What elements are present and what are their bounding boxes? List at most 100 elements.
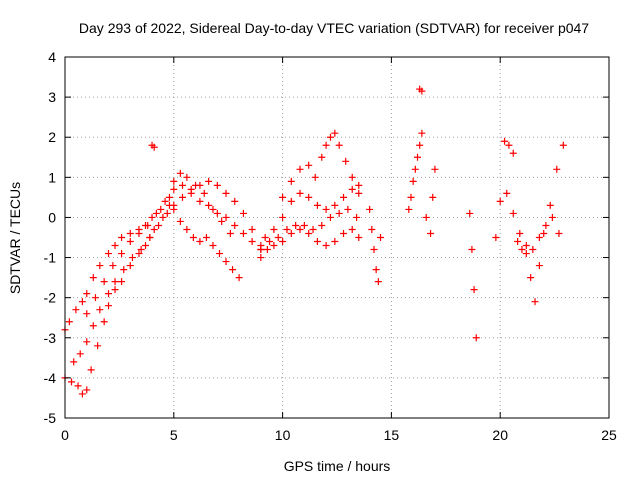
data-point xyxy=(366,205,374,213)
data-point xyxy=(179,193,187,201)
data-point xyxy=(148,213,156,221)
data-point xyxy=(431,165,439,173)
data-point xyxy=(372,266,380,274)
data-point xyxy=(468,246,476,254)
data-point xyxy=(529,246,537,254)
data-point xyxy=(83,290,91,298)
data-point xyxy=(72,306,80,314)
data-point xyxy=(170,201,178,209)
y-axis-label: SDTVAR / TECUs xyxy=(7,182,23,294)
data-point xyxy=(83,338,91,346)
y-tick-label: 1 xyxy=(48,169,56,185)
x-tick-label: 25 xyxy=(601,427,617,443)
data-point xyxy=(239,229,247,237)
data-point xyxy=(150,225,158,233)
data-point xyxy=(176,217,184,225)
data-point xyxy=(229,266,237,274)
data-point xyxy=(340,229,348,237)
data-point xyxy=(522,250,530,258)
data-point xyxy=(161,197,169,205)
data-point xyxy=(146,234,154,241)
y-tick-label: -4 xyxy=(44,370,57,386)
data-point xyxy=(144,221,152,229)
x-tick-label: 10 xyxy=(275,427,291,443)
data-point xyxy=(287,229,295,237)
data-point xyxy=(263,246,271,254)
data-point xyxy=(509,209,517,217)
data-point xyxy=(89,274,97,282)
data-point xyxy=(505,141,513,149)
y-tick-label: -5 xyxy=(44,410,57,426)
data-point xyxy=(416,141,424,149)
data-point xyxy=(226,229,234,237)
data-point xyxy=(411,165,419,173)
data-point xyxy=(222,213,230,221)
data-point xyxy=(231,197,239,205)
data-point xyxy=(322,205,330,213)
data-point xyxy=(331,238,339,246)
data-point xyxy=(257,246,265,254)
data-point xyxy=(68,378,76,386)
data-point xyxy=(183,173,191,181)
series-track-4 xyxy=(83,169,234,318)
data-point xyxy=(218,217,226,225)
y-tick-label: 4 xyxy=(48,49,56,65)
data-point xyxy=(89,322,97,330)
data-point xyxy=(414,153,422,161)
data-point xyxy=(535,262,543,270)
data-point xyxy=(83,386,91,394)
data-point xyxy=(165,193,173,201)
data-point xyxy=(344,205,352,213)
data-point xyxy=(542,221,550,229)
data-point xyxy=(105,250,113,258)
data-point xyxy=(340,193,348,201)
data-point xyxy=(266,238,274,246)
data-point xyxy=(296,189,304,197)
data-point xyxy=(111,278,119,286)
data-point xyxy=(248,238,256,246)
data-point xyxy=(176,169,184,177)
data-point xyxy=(318,221,326,229)
data-point xyxy=(187,185,195,193)
y-tick-label: 0 xyxy=(48,209,56,225)
data-point xyxy=(322,141,330,149)
data-point xyxy=(126,229,134,237)
data-point xyxy=(205,177,213,185)
data-point xyxy=(546,201,554,209)
data-point xyxy=(279,238,287,246)
data-point xyxy=(509,149,517,157)
series-track-14 xyxy=(148,85,426,151)
x-tick-label: 5 xyxy=(170,427,178,443)
data-point xyxy=(183,225,191,233)
chart-title: Day 293 of 2022, Sidereal Day-to-day VTE… xyxy=(79,20,589,36)
data-point xyxy=(503,189,511,197)
series-track-6 xyxy=(257,205,361,254)
data-point xyxy=(100,278,108,286)
series-track-9 xyxy=(366,205,385,286)
data-point xyxy=(335,209,343,217)
data-point xyxy=(296,165,304,173)
y-tick-label: -3 xyxy=(44,330,57,346)
data-point xyxy=(335,141,343,149)
data-point xyxy=(470,286,478,294)
data-point xyxy=(65,318,73,326)
data-point xyxy=(300,221,308,229)
data-point xyxy=(331,201,339,209)
series-track-11 xyxy=(466,209,480,342)
y-tick-label: 3 xyxy=(48,89,56,105)
data-point xyxy=(209,205,217,213)
data-point xyxy=(78,298,86,306)
data-point xyxy=(91,294,99,302)
x-tick-label: 15 xyxy=(384,427,400,443)
data-point xyxy=(540,229,548,237)
data-point xyxy=(353,213,361,221)
series-track-3 xyxy=(70,177,265,366)
data-point xyxy=(409,177,417,185)
data-point xyxy=(427,229,435,237)
data-point xyxy=(311,173,319,181)
data-point xyxy=(155,221,163,229)
data-point xyxy=(74,382,82,390)
data-point xyxy=(96,262,104,270)
data-point xyxy=(202,234,210,241)
data-point xyxy=(548,213,556,221)
